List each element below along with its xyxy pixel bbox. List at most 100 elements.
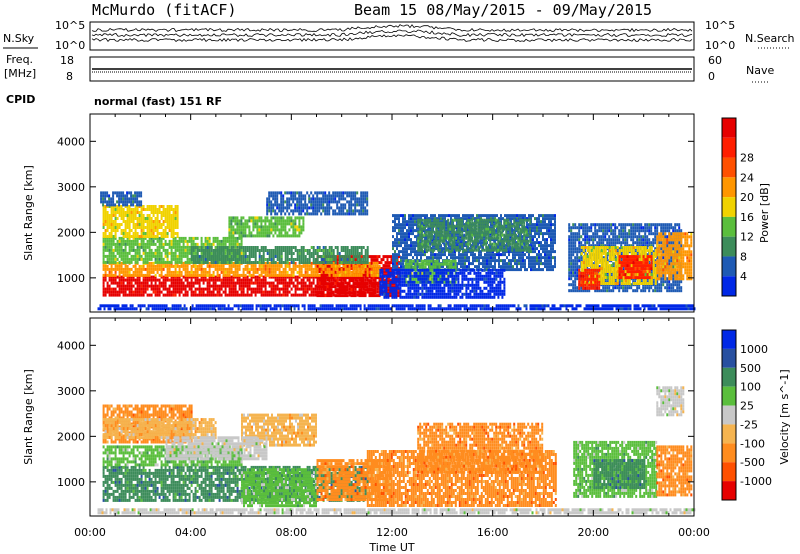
- power-cell: [316, 282, 319, 286]
- power-cell: [114, 245, 117, 249]
- power-cell: [456, 256, 458, 260]
- power-cell: [122, 211, 125, 214]
- power-cell: [300, 270, 303, 274]
- power-cell: [350, 288, 353, 292]
- power-cell: [344, 191, 347, 195]
- power-cell: [174, 205, 177, 208]
- power-cell: [136, 275, 139, 279]
- power-cell: [240, 216, 243, 220]
- power-cell: [126, 284, 129, 288]
- power-cell: [330, 273, 333, 277]
- power-cell: [438, 229, 440, 233]
- power-cell: [154, 220, 157, 223]
- power-cell: [324, 279, 327, 283]
- power-cell: [360, 206, 363, 210]
- power-cell: [538, 250, 540, 254]
- power-cell: [222, 246, 225, 249]
- power-cell: [116, 217, 119, 220]
- power-cell: [440, 247, 442, 251]
- power-cell: [442, 253, 444, 257]
- power-cell: [276, 249, 279, 252]
- power-cell: [228, 273, 231, 277]
- power-cell: [296, 284, 299, 288]
- power-cell: [168, 223, 171, 226]
- power-cell: [166, 270, 169, 274]
- power-cell: [178, 290, 181, 294]
- power-cell: [536, 241, 538, 245]
- power-cell: [338, 194, 341, 198]
- power-cell: [272, 234, 275, 238]
- power-cell: [226, 293, 229, 297]
- power-cell: [344, 279, 347, 283]
- power-cell: [544, 253, 546, 257]
- power-cell: [326, 278, 329, 282]
- power-cell: [136, 293, 139, 297]
- power-cell: [140, 245, 143, 249]
- power-cell: [450, 220, 452, 224]
- power-cell: [204, 267, 207, 271]
- power-cell: [352, 191, 355, 195]
- power-cell: [532, 244, 534, 248]
- power-cell: [316, 191, 319, 195]
- power-cell: [168, 278, 171, 282]
- power-cell: [382, 270, 385, 274]
- power-cell: [474, 256, 476, 260]
- power-cell: [132, 194, 135, 198]
- power-cell: [284, 249, 287, 252]
- power-cell: [274, 290, 277, 294]
- power-cell: [352, 209, 355, 213]
- power-cell: [354, 276, 357, 280]
- power-cell: [292, 191, 295, 195]
- power-cell: [262, 293, 265, 297]
- power-cell: [198, 290, 201, 294]
- power-cell: [260, 231, 263, 235]
- power-cell: [468, 268, 470, 272]
- power-cell: [166, 257, 169, 261]
- power-cell: [188, 251, 191, 255]
- power-cell: [230, 219, 233, 223]
- power-cell: [410, 232, 412, 236]
- power-cell: [118, 273, 121, 277]
- power-cell: [106, 203, 109, 207]
- power-cell: [144, 208, 147, 211]
- power-cell: [132, 248, 135, 252]
- power-cell: [154, 205, 157, 208]
- power-cell: [540, 241, 542, 245]
- power-cell: [122, 214, 125, 217]
- power-cell: [280, 249, 283, 252]
- power-cell: [130, 257, 133, 261]
- power-cell: [144, 248, 147, 252]
- power-cell: [174, 270, 177, 274]
- power-cell: [328, 212, 331, 216]
- power-cell: [404, 223, 406, 227]
- power-cell: [294, 206, 297, 210]
- power-cell: [368, 255, 371, 259]
- power-cell: [286, 270, 289, 274]
- power-cell: [304, 255, 307, 258]
- power-cell: [292, 234, 295, 238]
- power-cell: [108, 217, 111, 220]
- power-cell: [284, 258, 287, 261]
- power-cell: [220, 255, 223, 258]
- power-cell: [298, 255, 301, 258]
- power-cell: [134, 229, 137, 232]
- power-cell: [260, 290, 263, 294]
- power-cell: [102, 191, 105, 195]
- power-cell: [352, 285, 355, 289]
- power-cell: [268, 275, 271, 279]
- power-cell: [404, 235, 406, 239]
- power-cell: [358, 282, 361, 286]
- power-cell: [518, 268, 520, 272]
- power-cell: [146, 223, 149, 226]
- power-cell: [350, 270, 353, 274]
- power-cell: [312, 246, 315, 249]
- power-cell: [212, 261, 215, 264]
- power-cell: [112, 214, 115, 217]
- power-cell: [218, 255, 221, 258]
- power-cell: [276, 203, 279, 207]
- power-cell: [176, 232, 179, 235]
- power-cell: [282, 290, 285, 294]
- power-cell: [326, 291, 329, 295]
- power-cell: [110, 214, 113, 217]
- power-cell: [472, 256, 474, 260]
